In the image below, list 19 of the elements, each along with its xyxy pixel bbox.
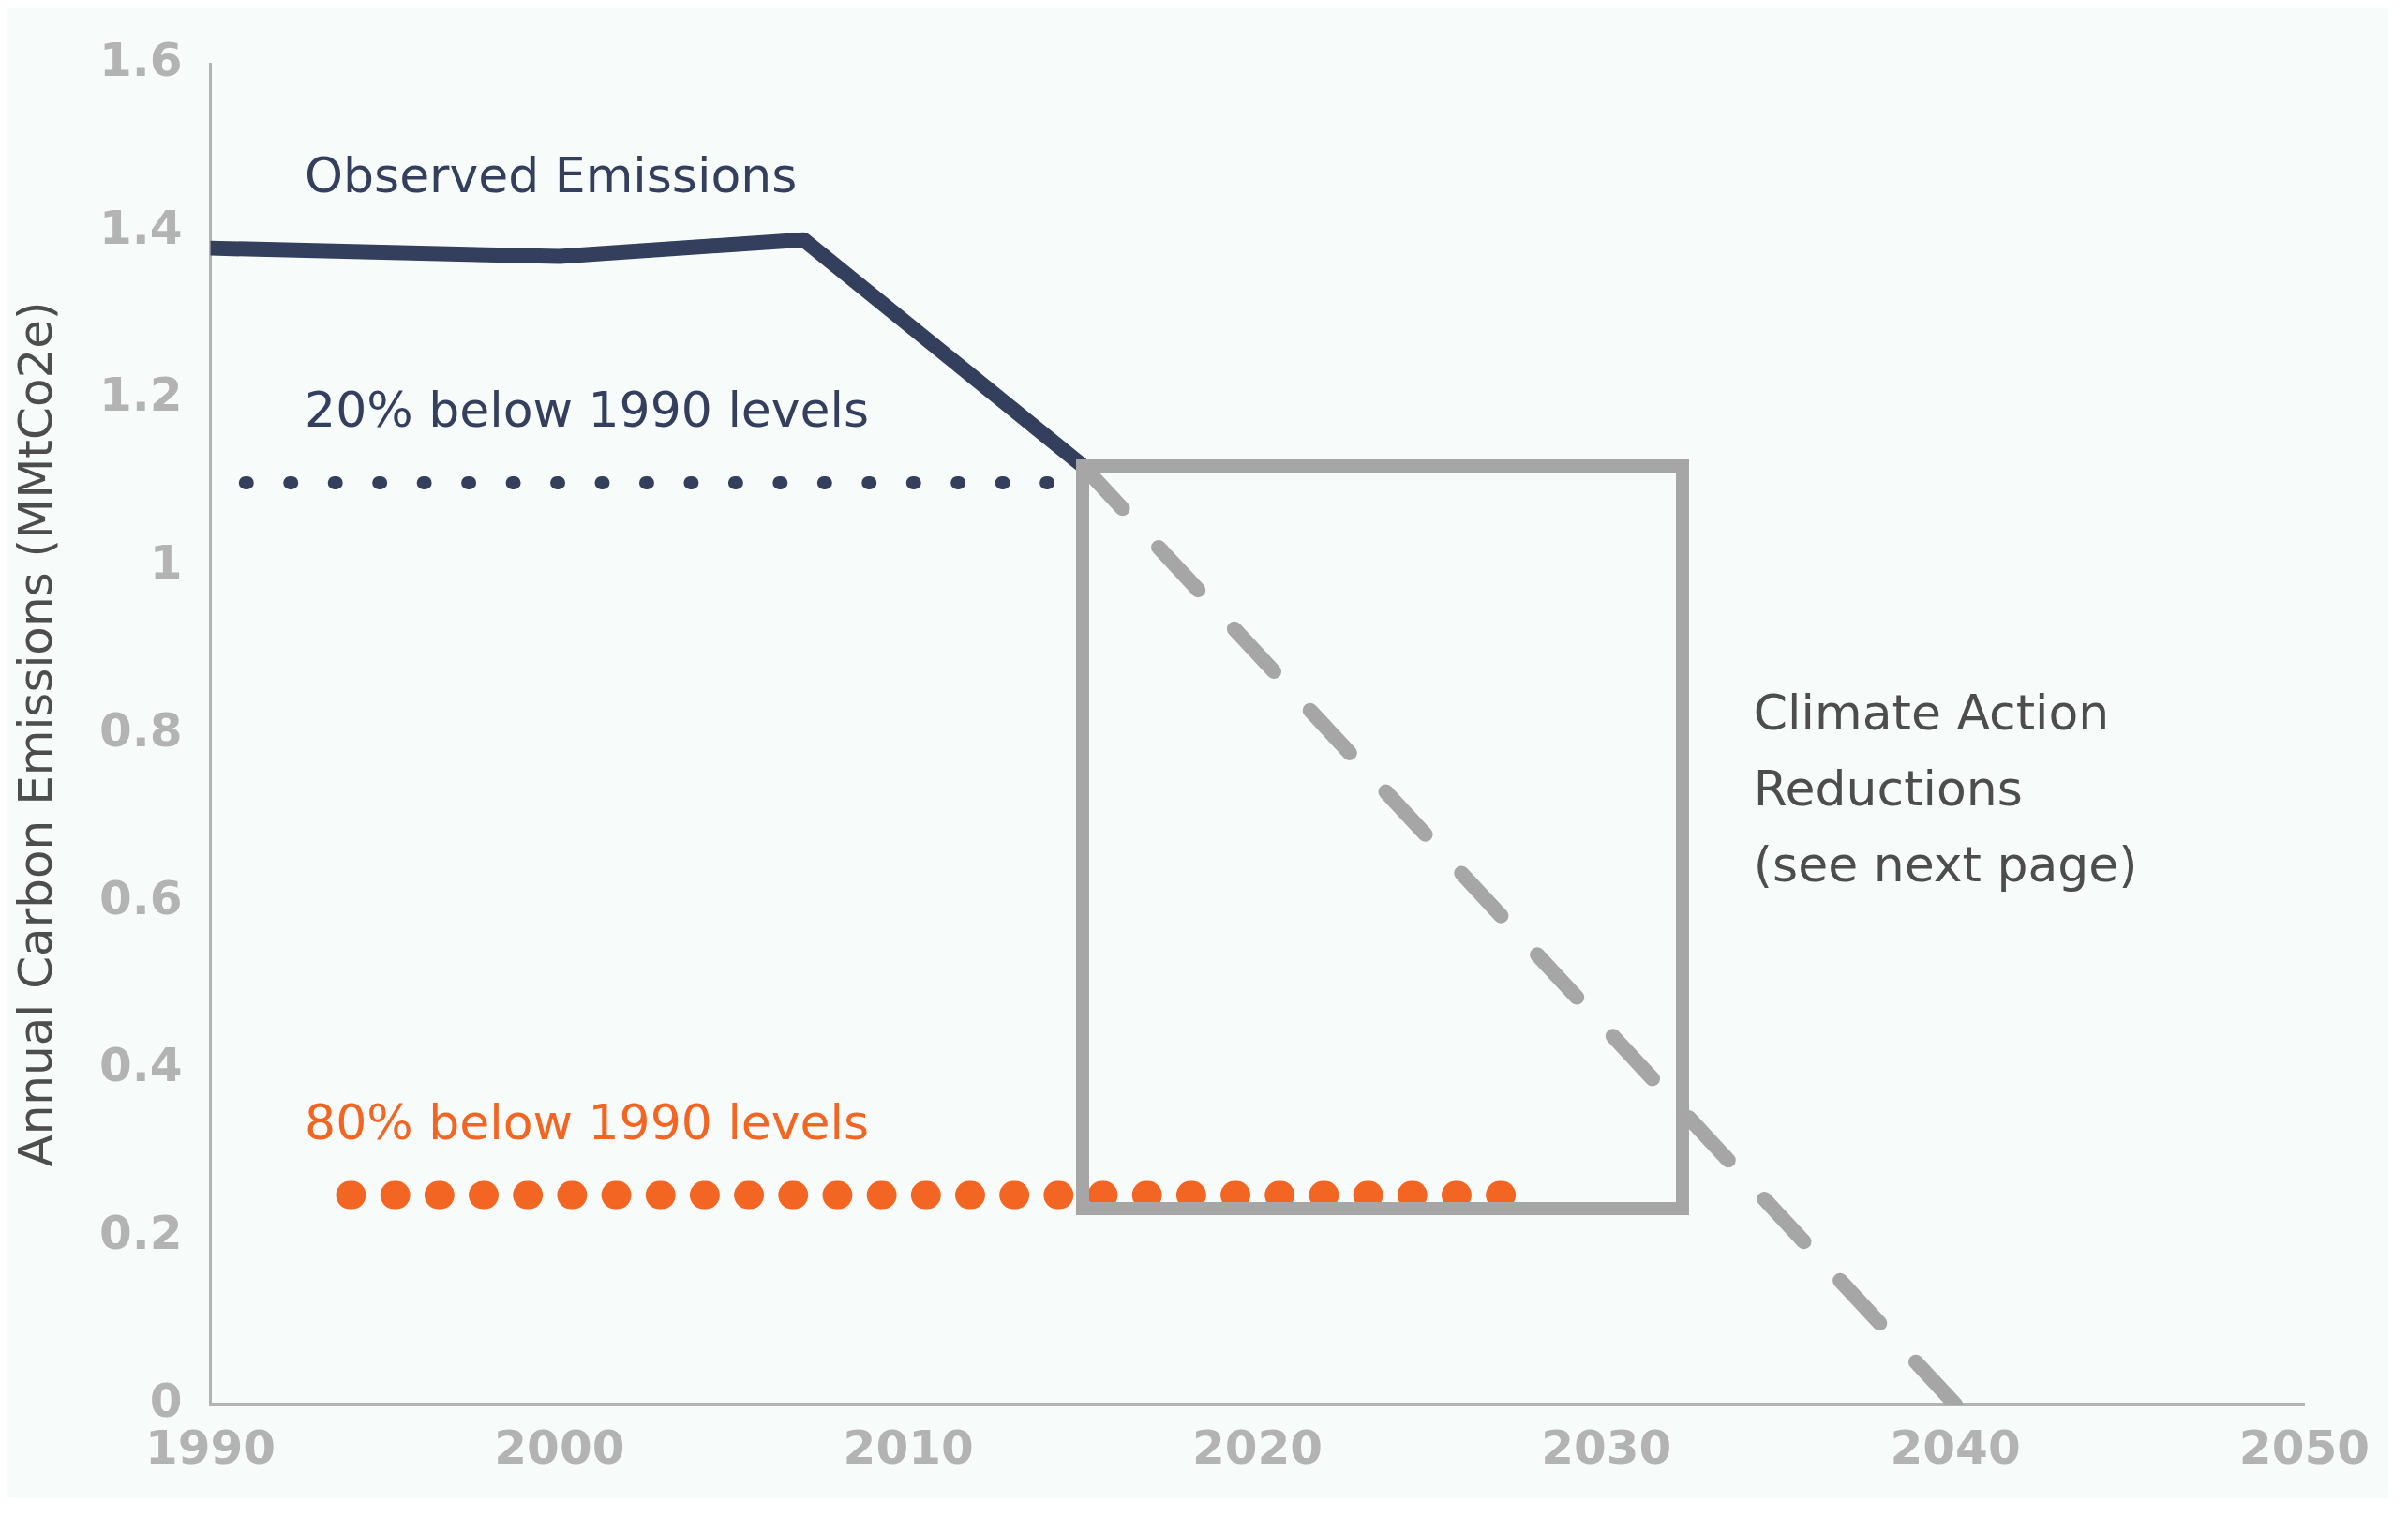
x-tick-label: 2030: [1541, 1420, 1672, 1475]
x-tick-label: 2020: [1191, 1420, 1324, 1475]
y-tick-label: 1: [149, 535, 183, 591]
annotation: Climate Action Reductions (see next page): [1753, 684, 2139, 894]
series-label: 80% below 1990 levels: [305, 1093, 870, 1150]
series-label: Observed Emissions: [305, 146, 798, 203]
x-tick-label: 2010: [843, 1420, 974, 1475]
y-tick-label: 1.4: [99, 200, 183, 255]
x-tick-label: 2050: [2238, 1420, 2371, 1475]
y-tick-label: 0.2: [99, 1206, 183, 1261]
x-tick-label: 2000: [494, 1420, 625, 1475]
x-tick-label: 2040: [1890, 1420, 2021, 1475]
y-tick-label: 0.6: [99, 870, 183, 925]
y-tick-label: 1.6: [99, 32, 183, 87]
y-tick-label: 1.2: [99, 368, 183, 423]
y-tick-label: 0.4: [99, 1038, 183, 1093]
y-axis-title: Annual Carbon Emissions (MMtCo2e): [7, 301, 63, 1167]
y-tick-label: 0.8: [99, 702, 183, 758]
series-label: 20% below 1990 levels: [305, 381, 870, 438]
